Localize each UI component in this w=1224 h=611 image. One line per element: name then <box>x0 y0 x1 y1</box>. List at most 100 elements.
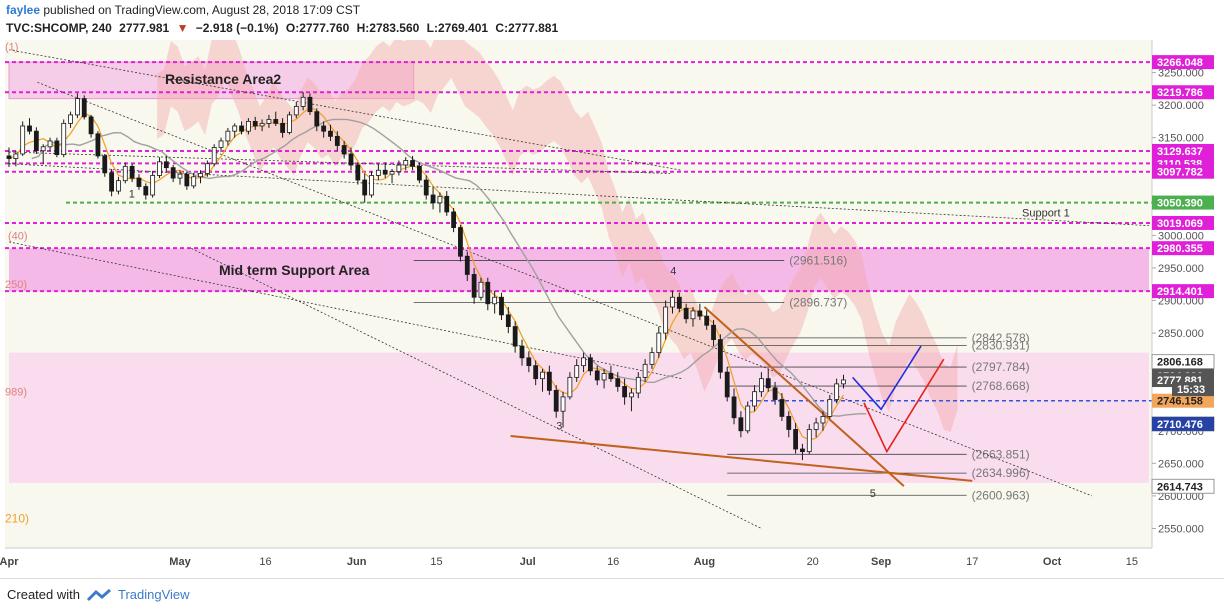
candle-body <box>163 161 169 169</box>
candle-body <box>68 114 73 124</box>
candle <box>218 137 224 153</box>
candle <box>546 365 552 395</box>
fib-label: (2797.784) <box>972 360 1030 374</box>
candle-body <box>444 195 450 213</box>
candle <box>759 372 764 397</box>
annotation-text: 250) <box>5 279 27 291</box>
candle-body <box>341 145 347 155</box>
candle-body <box>505 314 511 327</box>
candle-body <box>307 96 313 113</box>
candle-body <box>300 96 306 107</box>
price-tag-box <box>1151 478 1215 494</box>
candle <box>239 121 244 135</box>
candle <box>478 277 484 301</box>
candle <box>266 114 272 128</box>
candle <box>690 307 696 327</box>
candle <box>75 93 80 119</box>
candle <box>273 111 279 126</box>
candle <box>724 366 730 402</box>
price-tag-box <box>1152 284 1214 299</box>
candle-body <box>362 179 368 196</box>
candle <box>581 352 586 373</box>
candle <box>143 183 149 200</box>
candle-body <box>314 111 320 127</box>
fib-label: (2634.996) <box>972 466 1030 480</box>
wave-label: 4 <box>670 265 676 277</box>
candle-body <box>81 98 87 118</box>
tradingview-link[interactable]: TradingView <box>118 587 190 602</box>
candle <box>369 171 374 198</box>
x-tick-label: 15 <box>1126 556 1138 568</box>
y-tick-label: 3000.000 <box>1158 230 1204 242</box>
price-tag: 2914.401 <box>1152 284 1214 299</box>
candle <box>772 381 778 405</box>
price-tag-box <box>1151 354 1215 370</box>
candle-body <box>656 332 662 354</box>
symbol-line: TVC:SHCOMP, 240 2777.981 ▼ −2.918 (−0.1%… <box>6 21 562 35</box>
price-tag-label: 2710.476 <box>1157 419 1203 431</box>
wedge-line <box>703 306 905 487</box>
candle <box>492 290 498 314</box>
candle <box>786 411 792 438</box>
wave-label: 3 <box>556 420 562 432</box>
candle <box>471 267 477 304</box>
candle-body <box>546 371 552 391</box>
candle <box>635 372 641 399</box>
candle <box>61 119 67 158</box>
candle-body <box>533 365 539 380</box>
candle-body <box>109 172 114 192</box>
candle <box>464 251 470 281</box>
fib-label: (2961.516) <box>789 253 847 267</box>
candle-body <box>485 281 491 305</box>
candle <box>68 111 73 128</box>
candle-body <box>478 281 484 298</box>
candle-body <box>779 399 785 417</box>
candle-body <box>560 396 566 412</box>
candle <box>560 391 566 428</box>
candle-body <box>355 164 361 181</box>
candle-body <box>697 310 703 317</box>
zone-1 <box>9 248 1149 292</box>
price-tag-box <box>1152 215 1214 230</box>
candle-body <box>738 417 744 432</box>
price-tag-label: 2980.355 <box>1157 243 1203 255</box>
candle <box>109 168 114 197</box>
candle-body <box>519 345 525 359</box>
x-tick-label: 16 <box>259 556 271 568</box>
candle-body <box>266 119 272 124</box>
candle-body <box>321 125 327 132</box>
y-tick-label: 3250.000 <box>1158 68 1204 80</box>
chart-header: faylee published on TradingView.com, Aug… <box>0 0 1224 40</box>
candle <box>683 303 689 324</box>
candle-body <box>642 363 648 378</box>
candle <box>676 292 682 313</box>
candle-body <box>731 396 737 419</box>
candle <box>102 153 108 177</box>
candle <box>314 108 320 132</box>
price-tag-label: 3019.069 <box>1157 218 1203 230</box>
candle <box>13 150 19 167</box>
candle <box>458 224 463 262</box>
resistance-area-label: Resistance Area2 <box>165 71 281 87</box>
candle-body <box>437 195 443 204</box>
candle <box>451 208 457 233</box>
candle-body <box>273 119 279 124</box>
candle <box>40 144 46 164</box>
high-value: H:2783.560 <box>356 21 420 35</box>
candle <box>177 170 183 185</box>
support-area-label: Mid term Support Area <box>219 262 370 278</box>
candle-body <box>629 392 634 398</box>
candle <box>293 101 299 119</box>
author-name[interactable]: faylee <box>6 3 41 17</box>
price-tag-box <box>1152 241 1214 256</box>
candle-body <box>375 169 381 176</box>
candle-body <box>245 121 251 132</box>
candle-body <box>724 371 730 398</box>
candle-body <box>704 315 710 326</box>
candle-body <box>6 155 12 159</box>
candle <box>505 307 511 334</box>
candle <box>389 168 395 184</box>
price-tag-label: 3050.390 <box>1157 198 1203 210</box>
candle <box>341 140 347 159</box>
